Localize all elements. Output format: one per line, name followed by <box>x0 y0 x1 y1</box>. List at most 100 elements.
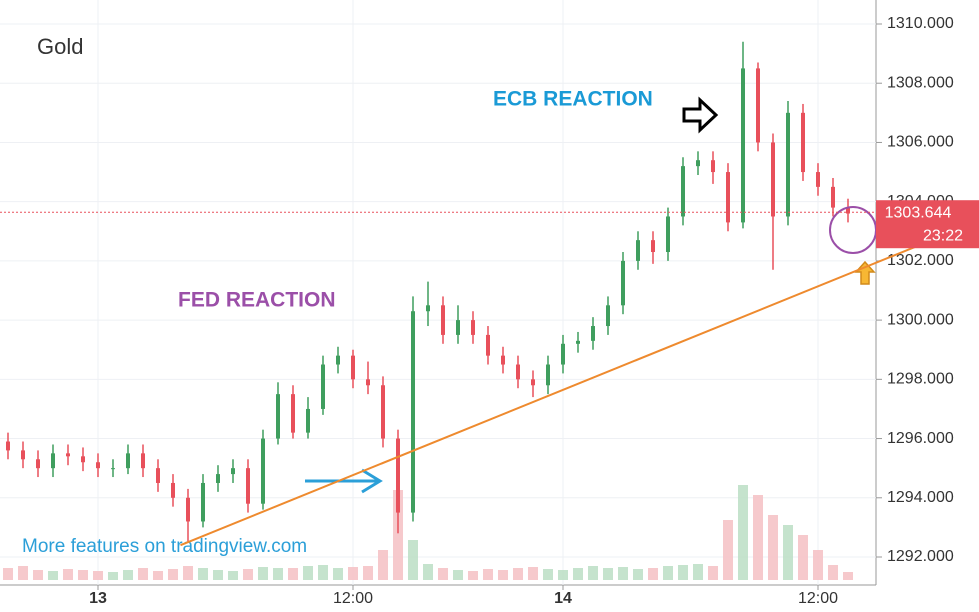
candle-body <box>651 240 655 253</box>
y-tick-label: 1300.000 <box>887 311 954 328</box>
candle-body <box>831 186 835 208</box>
volume-bar <box>228 571 238 580</box>
candle-body <box>606 305 610 327</box>
volume-bar <box>573 568 583 580</box>
candle-body <box>306 408 310 433</box>
volume-bar <box>738 485 748 580</box>
watermark: More features on tradingview.com <box>22 536 307 557</box>
candle-body <box>81 456 85 463</box>
candle-body <box>201 482 205 522</box>
volume-bar <box>363 566 373 580</box>
volume-bar <box>753 495 763 580</box>
volume-bar <box>258 567 268 580</box>
volume-bar <box>168 569 178 580</box>
volume-bar <box>378 550 388 580</box>
candle-body <box>771 142 775 217</box>
volume-bar <box>633 569 643 580</box>
candle-body <box>366 379 370 386</box>
candle-body <box>816 172 820 187</box>
candle-body <box>51 453 55 469</box>
candle-body <box>36 459 40 469</box>
x-tick-label: 13 <box>89 590 107 607</box>
trendline <box>180 221 976 547</box>
volume-bar <box>318 565 328 580</box>
candle-body <box>441 305 445 335</box>
chart-title: Gold <box>37 34 83 59</box>
volume-bar <box>288 568 298 580</box>
candle-body <box>801 112 805 173</box>
volume-bar <box>678 565 688 580</box>
volume-bar <box>843 572 853 580</box>
volume-bar <box>693 564 703 580</box>
volume-bar <box>93 571 103 580</box>
volume-bar <box>273 568 283 580</box>
candle-body <box>531 379 535 386</box>
countdown: 23:22 <box>923 227 963 244</box>
volume-bar <box>423 564 433 580</box>
volume-bar <box>828 565 838 580</box>
volume-bar <box>588 566 598 580</box>
candle-body <box>741 68 745 223</box>
candle-body <box>351 355 355 380</box>
candle-body <box>156 468 160 483</box>
candle-body <box>516 364 520 380</box>
volume-bar <box>453 570 463 580</box>
volume-bar <box>543 569 553 580</box>
candle-body <box>396 438 400 513</box>
volume-bar <box>183 566 193 580</box>
volume-bar <box>33 570 43 580</box>
candle-body <box>591 326 595 341</box>
candle-body <box>6 441 10 451</box>
volume-bar <box>768 515 778 580</box>
candle-body <box>291 394 295 433</box>
candle-body <box>426 305 430 312</box>
candle-body <box>111 468 115 470</box>
y-tick-label: 1308.000 <box>887 74 954 91</box>
candle-body <box>696 160 700 167</box>
volume-bar <box>603 568 613 580</box>
volume-bar <box>78 570 88 580</box>
candle-body <box>96 462 100 469</box>
volume-bar <box>333 568 343 580</box>
volume-bar <box>108 572 118 580</box>
candle-body <box>711 160 715 173</box>
volume-bar <box>393 490 403 580</box>
volume-bar <box>663 566 673 580</box>
volume-bar <box>468 571 478 580</box>
candle-body <box>486 334 490 356</box>
candle-body <box>681 166 685 217</box>
annotation: ECB REACTION <box>493 88 653 111</box>
y-tick-label: 1302.000 <box>887 252 954 269</box>
y-tick-label: 1298.000 <box>887 371 954 388</box>
candle-body <box>471 320 475 335</box>
volume-bar <box>813 550 823 580</box>
y-tick-label: 1294.000 <box>887 489 954 506</box>
candle-body <box>261 438 265 504</box>
candle-body <box>726 172 730 223</box>
x-tick-label: 12:00 <box>333 590 373 607</box>
volume-bar <box>513 568 523 580</box>
volume-bar <box>528 567 538 580</box>
candle-body <box>786 112 790 217</box>
candle-body <box>66 453 70 457</box>
volume-bar <box>438 568 448 580</box>
candle-body <box>666 216 670 253</box>
candle-body <box>846 207 850 214</box>
volume-bar <box>3 568 13 580</box>
volume-bar <box>198 568 208 580</box>
arrow-blue <box>305 468 383 494</box>
candle-body <box>216 474 220 483</box>
volume-bar <box>348 567 358 580</box>
candle-body <box>171 482 175 498</box>
candle-body <box>231 468 235 475</box>
volume-bar <box>123 570 133 580</box>
candle-body <box>126 453 130 469</box>
candle-body <box>321 364 325 409</box>
last-price-label: 1303.644 <box>885 204 952 221</box>
candle-body <box>186 497 190 522</box>
candle-body <box>756 68 760 143</box>
candle-body <box>381 385 385 439</box>
candle-body <box>456 320 460 335</box>
